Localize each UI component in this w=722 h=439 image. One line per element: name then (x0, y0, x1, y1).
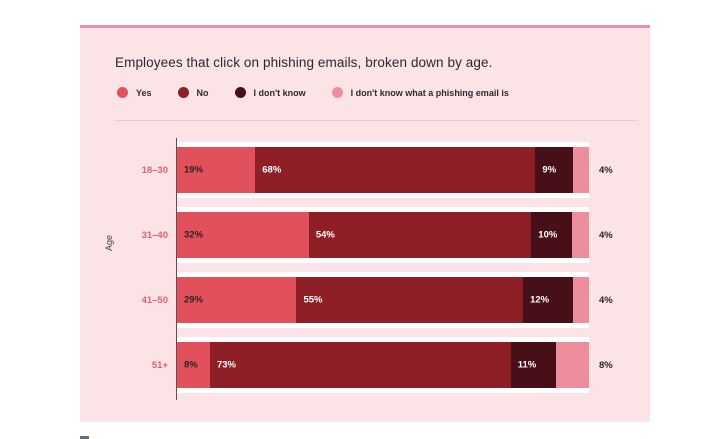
segment-value-label: 32% (184, 229, 204, 241)
bar-segment: 73% (209, 342, 511, 388)
stacked-bar: 8% 73% 11% (177, 342, 589, 388)
category-label: 31–40 (141, 229, 168, 241)
bar-segment (556, 342, 589, 388)
bar-segment: 54% (308, 212, 532, 258)
segment-value-label: 12% (530, 294, 550, 306)
bar-track: 19% 68% 9% (177, 142, 589, 198)
bar-segment (572, 212, 589, 258)
bar-track: 32% 54% 10% (177, 207, 589, 263)
category-label: 41–50 (141, 294, 168, 306)
legend-label: Yes (136, 87, 152, 98)
chart-title: Employees that click on phishing emails,… (115, 55, 493, 70)
y-axis-line (176, 138, 177, 400)
bar-chart: 18–30 19% 68% 9% 4% 31–40 32% 54% 10% 4% 41–50 29% 5… (100, 142, 645, 402)
cropped-footer-element (80, 436, 89, 439)
bar-segment: 9% (535, 147, 573, 193)
category-label: 18–30 (141, 164, 168, 176)
legend: Yes No I don't know I don't know what a phi… (117, 87, 509, 98)
bar-row: 18–30 19% 68% 9% 4% (100, 142, 645, 198)
segment-value-label-outside: 8% (599, 359, 613, 371)
legend-dot-icon (117, 87, 128, 98)
segment-value-label-outside: 4% (599, 164, 613, 176)
segment-value-label: 29% (184, 294, 204, 306)
bar-segment: 10% (531, 212, 573, 258)
bar-segment (572, 277, 589, 323)
legend-label: No (196, 87, 209, 98)
bar-track: 29% 55% 12% (177, 272, 589, 328)
bar-segment: 29% (177, 277, 297, 323)
segment-value-label: 19% (184, 164, 204, 176)
segment-value-label: 55% (303, 294, 323, 306)
bar-segment: 55% (296, 277, 524, 323)
segment-value-label: 9% (542, 164, 557, 176)
bar-segment: 68% (255, 147, 536, 193)
bar-row: 51+ 8% 73% 11% 8% (100, 337, 645, 393)
legend-dot-icon (177, 87, 189, 98)
stacked-bar: 32% 54% 10% (177, 212, 589, 258)
segment-value-label: 8% (184, 359, 198, 371)
chart-card: Employees that click on phishing emails,… (80, 25, 650, 422)
segment-value-label: 11% (517, 359, 537, 371)
category-label: 51+ (151, 359, 168, 371)
stacked-bar: 19% 68% 9% (177, 147, 589, 193)
legend-label: I don't know (253, 87, 306, 98)
segment-value-label: 10% (538, 229, 558, 241)
segment-value-label-outside: 4% (599, 294, 613, 306)
bar-track: 8% 73% 11% (177, 337, 589, 393)
stacked-bar: 29% 55% 12% (177, 277, 589, 323)
bar-segment (572, 147, 589, 193)
legend-dot-icon (331, 87, 343, 98)
legend-label: I don't know what a phishing email is (350, 87, 509, 98)
bar-segment: 8% (177, 342, 210, 388)
bar-row: 41–50 29% 55% 12% 4% (100, 272, 645, 328)
segment-value-label-outside: 4% (599, 229, 613, 241)
segment-value-label: 73% (216, 359, 236, 371)
segment-value-label: 68% (262, 164, 282, 176)
legend-item: I don't know what a phishing email is (331, 87, 509, 98)
bar-segment: 11% (510, 342, 557, 388)
legend-divider (115, 120, 638, 121)
legend-item: No (177, 87, 209, 98)
bar-segment: 12% (523, 277, 573, 323)
legend-item: I don't know (234, 87, 306, 98)
bar-row: 31–40 32% 54% 10% 4% (100, 207, 645, 263)
segment-value-label: 54% (315, 229, 335, 241)
legend-item: Yes (117, 87, 152, 98)
bar-segment: 32% (177, 212, 309, 258)
legend-dot-icon (234, 87, 246, 98)
bar-segment: 19% (177, 147, 256, 193)
